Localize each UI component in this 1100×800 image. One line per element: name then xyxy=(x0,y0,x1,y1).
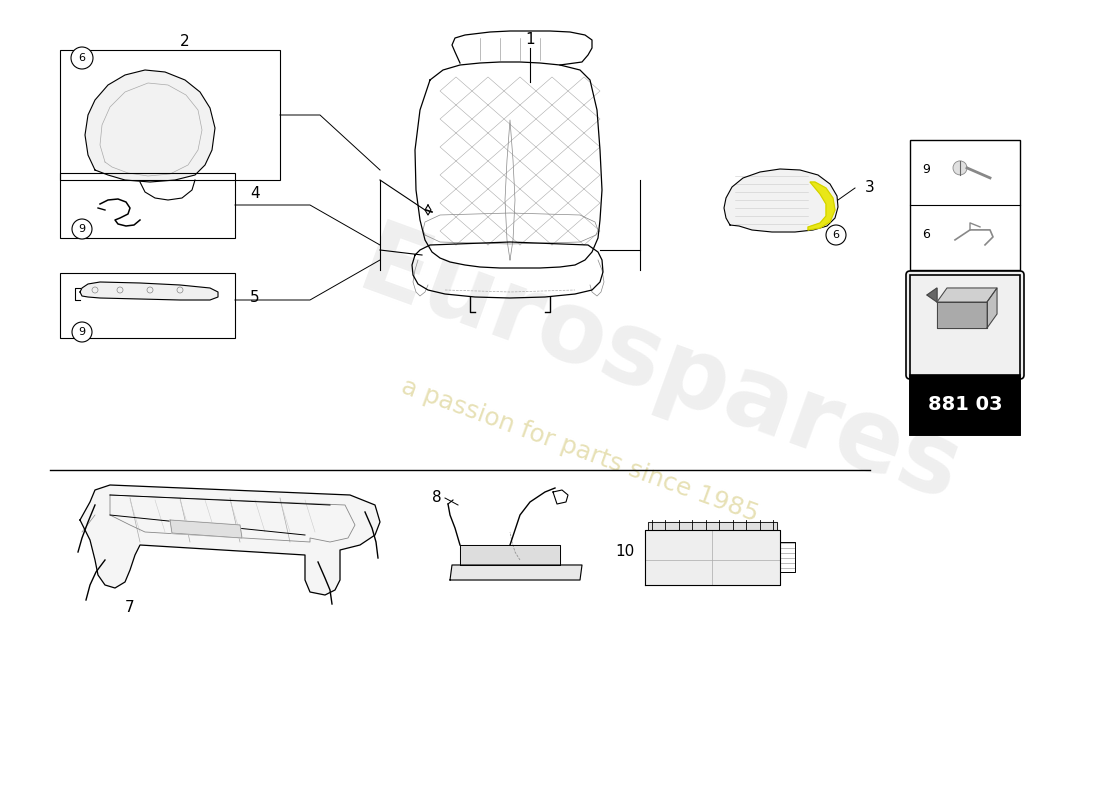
Polygon shape xyxy=(724,169,838,232)
Polygon shape xyxy=(648,522,777,530)
Text: a passion for parts since 1985: a passion for parts since 1985 xyxy=(398,374,762,526)
Text: 8: 8 xyxy=(432,490,442,506)
Circle shape xyxy=(953,161,967,175)
Polygon shape xyxy=(808,182,835,230)
Polygon shape xyxy=(645,530,780,585)
Circle shape xyxy=(72,47,94,69)
FancyBboxPatch shape xyxy=(906,271,1024,379)
Text: 10: 10 xyxy=(616,545,635,559)
FancyBboxPatch shape xyxy=(910,375,1020,435)
Text: 1: 1 xyxy=(525,33,535,47)
Polygon shape xyxy=(987,288,997,328)
Circle shape xyxy=(72,322,92,342)
Text: 9: 9 xyxy=(922,163,930,176)
Polygon shape xyxy=(80,485,380,595)
Text: 6: 6 xyxy=(833,230,839,240)
Polygon shape xyxy=(80,282,218,300)
Text: 2: 2 xyxy=(180,34,190,50)
Polygon shape xyxy=(170,520,242,538)
Text: 3: 3 xyxy=(865,181,874,195)
Text: 881 03: 881 03 xyxy=(927,395,1002,414)
Circle shape xyxy=(72,219,92,239)
Text: 4: 4 xyxy=(250,186,260,202)
Text: 5: 5 xyxy=(250,290,260,305)
Polygon shape xyxy=(460,545,560,565)
Polygon shape xyxy=(85,70,214,182)
Polygon shape xyxy=(937,302,987,328)
Text: 6: 6 xyxy=(78,53,86,63)
Text: 9: 9 xyxy=(78,327,86,337)
Polygon shape xyxy=(450,565,582,580)
FancyBboxPatch shape xyxy=(910,140,1020,270)
Text: Eurospares: Eurospares xyxy=(346,216,974,524)
Circle shape xyxy=(826,225,846,245)
Text: 7: 7 xyxy=(125,601,135,615)
Polygon shape xyxy=(937,288,997,302)
Polygon shape xyxy=(927,288,937,302)
Text: 9: 9 xyxy=(78,224,86,234)
Text: 6: 6 xyxy=(922,229,930,242)
